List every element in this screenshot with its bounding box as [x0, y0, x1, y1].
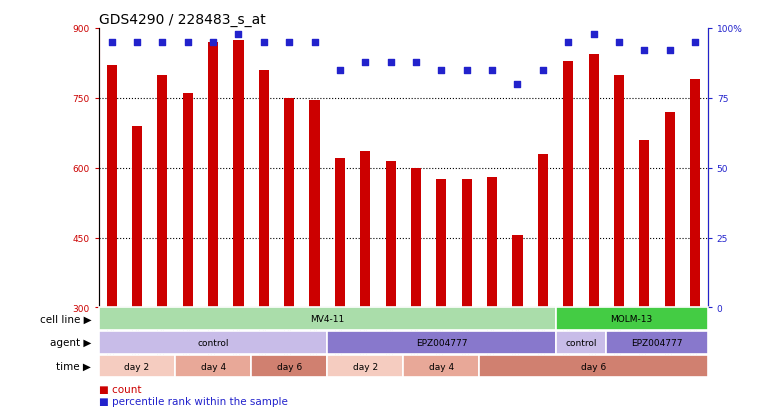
- Bar: [664, 112, 675, 308]
- Text: EPZ004777: EPZ004777: [631, 338, 683, 347]
- Point: [106, 40, 118, 46]
- Point: [334, 67, 346, 74]
- Point: [182, 40, 194, 46]
- Bar: [690, 80, 700, 308]
- Bar: [512, 236, 523, 308]
- Point: [638, 48, 651, 55]
- Text: day 4: day 4: [200, 362, 226, 370]
- Text: MV4-11: MV4-11: [310, 315, 345, 323]
- Point: [460, 67, 473, 74]
- Bar: [614, 75, 624, 308]
- Bar: [132, 126, 142, 308]
- Bar: [310, 101, 320, 308]
- Point: [207, 40, 219, 46]
- Bar: [335, 159, 345, 308]
- Point: [131, 40, 143, 46]
- Text: agent ▶: agent ▶: [50, 337, 91, 348]
- Bar: [411, 169, 421, 308]
- Text: MOLM-13: MOLM-13: [610, 315, 653, 323]
- Point: [258, 40, 270, 46]
- Bar: [183, 94, 193, 308]
- Bar: [563, 62, 573, 308]
- Bar: [386, 161, 396, 308]
- Bar: [462, 180, 472, 308]
- Bar: [360, 152, 371, 308]
- Point: [156, 40, 168, 46]
- Text: day 6: day 6: [581, 362, 607, 370]
- Text: control: control: [197, 338, 229, 347]
- Bar: [436, 180, 447, 308]
- Bar: [538, 154, 548, 308]
- Point: [384, 59, 396, 66]
- Text: control: control: [565, 338, 597, 347]
- Text: day 4: day 4: [428, 362, 454, 370]
- Text: cell line ▶: cell line ▶: [40, 314, 91, 324]
- Bar: [107, 66, 116, 308]
- Point: [486, 67, 498, 74]
- Bar: [234, 40, 244, 308]
- Point: [435, 67, 447, 74]
- Bar: [639, 140, 649, 308]
- Text: time ▶: time ▶: [56, 361, 91, 371]
- Bar: [208, 43, 218, 308]
- Point: [283, 40, 295, 46]
- Bar: [487, 178, 497, 308]
- Point: [689, 40, 701, 46]
- Point: [613, 40, 625, 46]
- Point: [511, 81, 524, 88]
- Text: day 2: day 2: [124, 362, 150, 370]
- Point: [537, 67, 549, 74]
- Text: ■ percentile rank within the sample: ■ percentile rank within the sample: [99, 396, 288, 406]
- Text: day 2: day 2: [352, 362, 378, 370]
- Point: [359, 59, 371, 66]
- Text: GDS4290 / 228483_s_at: GDS4290 / 228483_s_at: [99, 12, 266, 26]
- Bar: [259, 71, 269, 308]
- Point: [587, 31, 600, 38]
- Text: EPZ004777: EPZ004777: [416, 338, 467, 347]
- Point: [308, 40, 320, 46]
- Point: [232, 31, 244, 38]
- Text: ■ count: ■ count: [99, 384, 142, 394]
- Bar: [158, 75, 167, 308]
- Point: [664, 48, 676, 55]
- Bar: [588, 55, 599, 308]
- Point: [562, 40, 575, 46]
- Bar: [284, 99, 295, 308]
- Point: [410, 59, 422, 66]
- Text: day 6: day 6: [276, 362, 302, 370]
